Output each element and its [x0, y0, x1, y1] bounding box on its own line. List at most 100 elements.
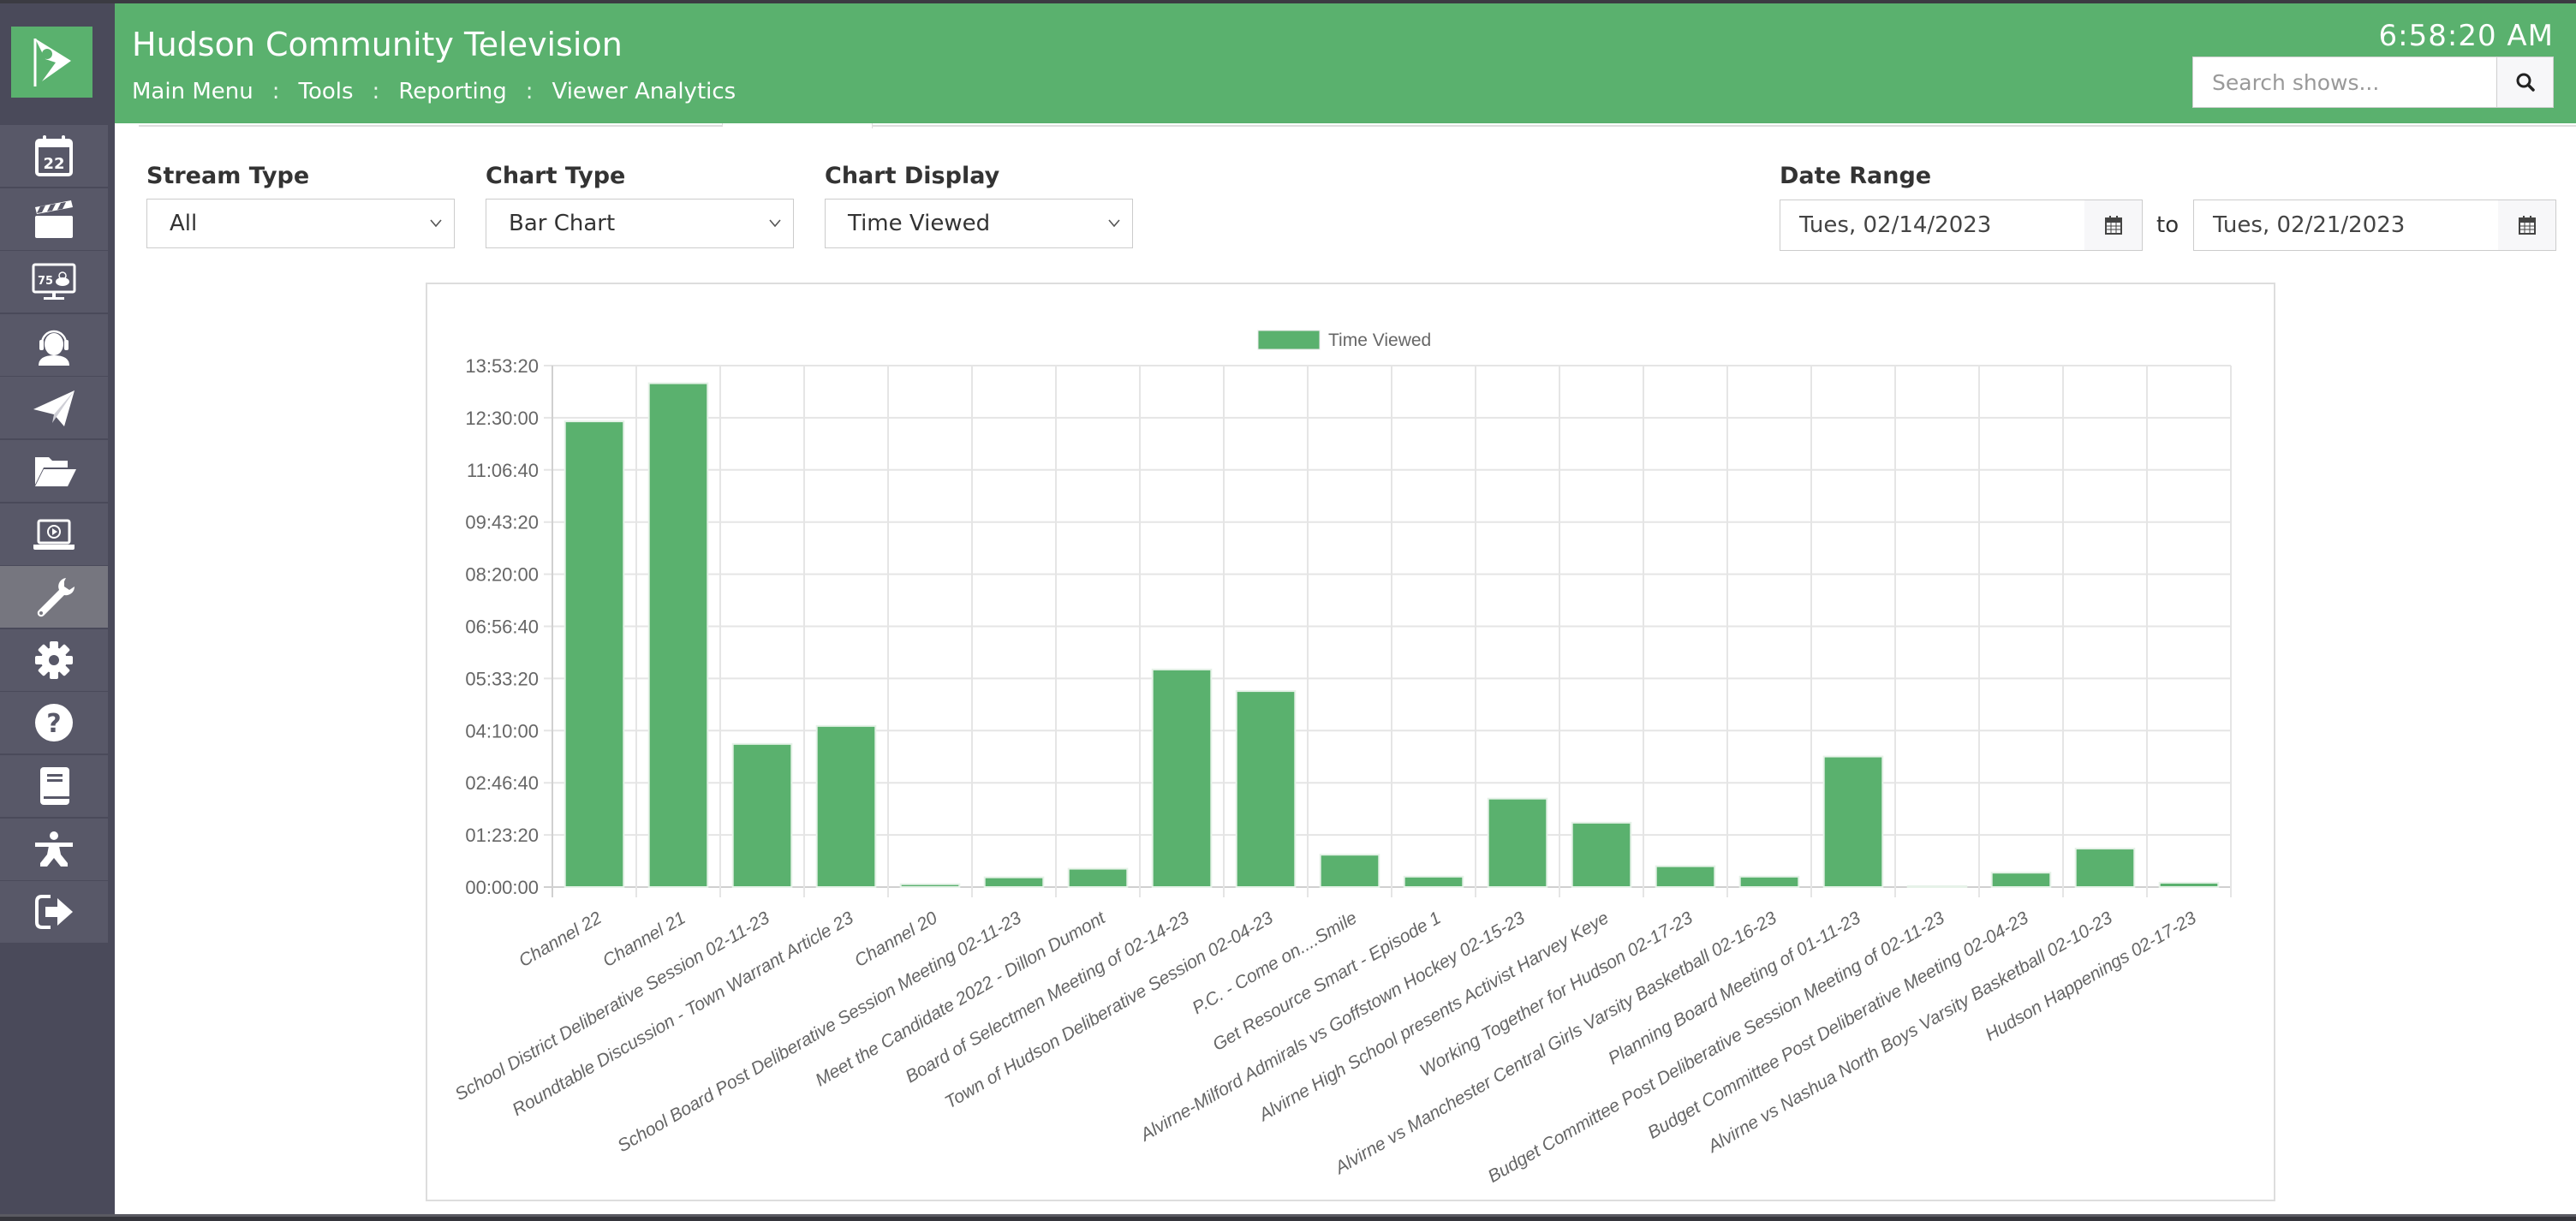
- chart-display-select[interactable]: Time Viewed: [825, 199, 1133, 248]
- stream-type-label: Stream Type: [146, 163, 310, 189]
- sidebar-item-logout[interactable]: [0, 881, 108, 944]
- breadcrumb-separator: :: [271, 79, 280, 104]
- logo-flag-icon: [33, 38, 71, 86]
- bar[interactable]: [1738, 875, 1800, 889]
- sidebar-item-manual[interactable]: [0, 754, 108, 817]
- bar[interactable]: [2074, 848, 2136, 888]
- gear-icon: [35, 640, 73, 679]
- date-from-calendar-button[interactable]: [2084, 200, 2143, 251]
- y-tick-label: 05:33:20: [465, 668, 539, 689]
- y-tick-label: 06:56:40: [465, 616, 539, 638]
- y-tick-label: 02:46:40: [465, 772, 539, 794]
- sidebar-item-support[interactable]: [0, 313, 108, 376]
- bar[interactable]: [1319, 854, 1380, 888]
- tab-strip-border: [872, 125, 2576, 127]
- breadcrumb-separator: :: [372, 79, 380, 104]
- search-button[interactable]: [2496, 57, 2553, 107]
- chart-display-label: Chart Display: [825, 163, 1000, 189]
- app-header: Hudson Community Television Main Menu : …: [115, 3, 2576, 123]
- date-from-value: Tues, 02/14/2023: [1799, 212, 1992, 238]
- bar[interactable]: [1067, 867, 1129, 888]
- app-logo[interactable]: [11, 27, 92, 98]
- bar[interactable]: [1151, 668, 1213, 889]
- y-tick-label: 00:00:00: [465, 877, 539, 898]
- bar[interactable]: [1403, 875, 1464, 889]
- date-to-input[interactable]: Tues, 02/21/2023: [2193, 200, 2499, 251]
- svg-text:?: ?: [46, 709, 61, 739]
- svg-text:75: 75: [38, 275, 53, 288]
- bar[interactable]: [983, 876, 1045, 888]
- bar[interactable]: [1571, 821, 1632, 888]
- sidebar-item-send[interactable]: [0, 377, 108, 439]
- sidebar-item-vod[interactable]: [0, 503, 108, 565]
- paper-plane-icon: [33, 390, 75, 427]
- weather-display-icon: 75: [32, 263, 76, 301]
- search-input[interactable]: [2193, 57, 2496, 107]
- breadcrumb: Main Menu : Tools : Reporting : Viewer A…: [132, 79, 736, 104]
- clock: 6:58:20 AM: [2378, 19, 2554, 53]
- search-icon: [2516, 73, 2535, 92]
- bar[interactable]: [564, 420, 625, 888]
- sidebar-item-schedule[interactable]: 22: [0, 125, 108, 187]
- chart-display-value: Time Viewed: [848, 211, 991, 236]
- sidebar-item-tools[interactable]: [0, 566, 108, 628]
- sidebar-item-media[interactable]: [0, 188, 108, 250]
- window-top-edge: [0, 0, 2576, 3]
- stream-type-value: All: [170, 211, 198, 236]
- bar[interactable]: [731, 742, 793, 888]
- sidebar: 22 75: [0, 3, 115, 1214]
- wrench-icon: [37, 578, 75, 617]
- bar[interactable]: [1990, 872, 2052, 889]
- x-tick-label: Alvirne-Milford Admirals vs Goffstown Ho…: [1136, 908, 1529, 1146]
- legend-label[interactable]: Time Viewed: [1328, 331, 1431, 350]
- clapperboard-icon: [35, 200, 73, 238]
- breadcrumb-separator: :: [525, 79, 534, 104]
- folder-open-icon: [35, 456, 76, 486]
- sidebar-item-settings[interactable]: [0, 628, 108, 691]
- breadcrumb-tools[interactable]: Tools: [298, 79, 354, 104]
- bar[interactable]: [815, 724, 877, 889]
- question-circle-icon: ?: [35, 704, 73, 742]
- x-tick-label: Channel 22: [516, 908, 605, 971]
- bar[interactable]: [1906, 885, 1968, 888]
- stream-type-select[interactable]: All: [146, 199, 455, 248]
- chart-panel: Time Viewed 00:00:00 01:23:20 02:46:40 04:10…: [426, 283, 2275, 1201]
- breadcrumb-main-menu[interactable]: Main Menu: [132, 79, 253, 104]
- y-tick-label: 09:43:20: [465, 512, 539, 533]
- y-tick-label: 11:06:40: [467, 460, 539, 481]
- sidebar-item-files[interactable]: [0, 439, 108, 502]
- bar[interactable]: [1655, 865, 1716, 889]
- bar[interactable]: [647, 382, 709, 888]
- sidebar-item-accessibility[interactable]: [0, 818, 108, 880]
- date-to-value: Tues, 02/21/2023: [2213, 212, 2406, 238]
- book-icon: [40, 766, 69, 805]
- bar[interactable]: [1235, 690, 1297, 888]
- bar[interactable]: [1487, 797, 1548, 888]
- calendar-icon: [2518, 216, 2536, 235]
- breadcrumb-reporting[interactable]: Reporting: [398, 79, 507, 104]
- y-tick-label: 04:10:00: [465, 720, 539, 742]
- bar[interactable]: [2158, 881, 2220, 888]
- breadcrumb-viewer-analytics[interactable]: Viewer Analytics: [552, 79, 736, 104]
- date-from-input[interactable]: Tues, 02/14/2023: [1780, 200, 2085, 251]
- sidebar-item-bulletin[interactable]: 75: [0, 251, 108, 313]
- tab-strip-border: [139, 125, 723, 127]
- legend-swatch[interactable]: [1257, 330, 1321, 350]
- window-bottom-edge: [0, 1214, 2576, 1221]
- chevron-down-icon: [1108, 219, 1120, 228]
- y-tick-label: 13:53:20: [465, 355, 539, 377]
- laptop-play-icon: [33, 519, 75, 550]
- headset-user-icon: [39, 330, 69, 366]
- date-range-label: Date Range: [1780, 163, 1932, 189]
- date-to-calendar-button[interactable]: [2498, 200, 2556, 251]
- y-tick-label: 08:20:00: [465, 564, 539, 586]
- search-box: [2192, 57, 2554, 108]
- chart-type-select[interactable]: Bar Chart: [486, 199, 794, 248]
- bar[interactable]: [1822, 755, 1884, 889]
- y-tick-label: 01:23:20: [465, 825, 539, 846]
- accessibility-figure-icon: [35, 831, 73, 867]
- date-range-to-label: to: [2156, 212, 2179, 238]
- bar[interactable]: [899, 883, 961, 888]
- bar-chart[interactable]: Time Viewed 00:00:00 01:23:20 02:46:40 04:10…: [427, 284, 2277, 1203]
- sidebar-item-help[interactable]: ?: [0, 692, 108, 754]
